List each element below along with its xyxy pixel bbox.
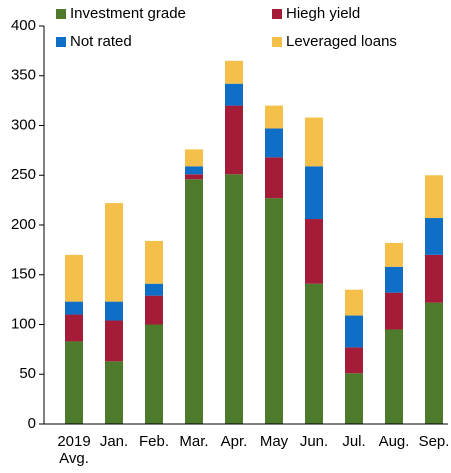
x-tick-label: Jul. (342, 433, 366, 450)
bar-segment (65, 254, 83, 302)
bar-segment (305, 219, 323, 284)
legend-label: Investment grade (70, 5, 186, 22)
bar-segment (225, 174, 243, 424)
bar-segment (105, 320, 123, 362)
bar-segment (265, 128, 283, 158)
bar-segment (425, 218, 443, 255)
y-tick-label: 400 (11, 17, 36, 34)
bar-segment (185, 174, 203, 180)
bar-segment (185, 179, 203, 424)
bar-segment (345, 373, 363, 424)
bar-segment (385, 266, 403, 293)
bar-segment (65, 314, 83, 342)
bar-segment (265, 105, 283, 129)
y-tick-label: 0 (28, 415, 36, 432)
bar-segment (185, 149, 203, 167)
y-tick-label: 250 (11, 166, 36, 183)
bar-segment (425, 302, 443, 424)
bar-segment (265, 157, 283, 199)
y-tick-label: 300 (11, 116, 36, 133)
bar-segment (225, 60, 243, 84)
x-tick-label: Sep. (418, 433, 450, 450)
bar-segment (385, 292, 403, 330)
bar-segment (305, 117, 323, 167)
x-tick-label: Jun. (299, 433, 329, 450)
legend-swatch (272, 9, 282, 19)
legend-swatch (272, 37, 282, 47)
bar-segment (145, 240, 163, 284)
bar-segment (185, 166, 203, 175)
bar-segment (145, 295, 163, 325)
bar-segment (305, 166, 323, 220)
bar-segment (105, 301, 123, 321)
x-tick-label: Apr. (220, 433, 248, 450)
bar-segment (105, 203, 123, 302)
bar-segment (345, 347, 363, 374)
bar-segment (145, 324, 163, 424)
y-tick-label: 200 (11, 216, 36, 233)
y-tick-label: 50 (19, 365, 36, 382)
bar-segment (105, 361, 123, 424)
x-tick-label: 2019 Avg. (57, 433, 91, 467)
bar-segment (385, 329, 403, 424)
y-tick-label: 100 (11, 315, 36, 332)
bar-segment (225, 105, 243, 175)
bar-segment (225, 83, 243, 106)
x-tick-label: Mar. (179, 433, 209, 450)
x-tick-label: Aug. (378, 433, 410, 450)
y-tick-label: 350 (11, 67, 36, 84)
legend-label: Hiegh yield (286, 5, 360, 22)
x-tick-label: Jan. (99, 433, 129, 450)
bar-segment (65, 341, 83, 424)
bar-segment (145, 283, 163, 296)
legend-swatch (56, 37, 66, 47)
x-tick-label: May (259, 433, 289, 450)
bar-segment (305, 283, 323, 424)
bar-segment (265, 198, 283, 424)
y-tick-label: 150 (11, 266, 36, 283)
x-tick-label: Feb. (138, 433, 169, 450)
bar-segment (345, 289, 363, 316)
bar-segment (385, 242, 403, 267)
bar-segment (65, 301, 83, 315)
legend-label: Not rated (70, 33, 132, 50)
bar-segment (345, 315, 363, 348)
bar-segment (425, 175, 443, 219)
legend-label: Leveraged loans (286, 33, 397, 50)
bar-segment (425, 254, 443, 303)
legend-swatch (56, 9, 66, 19)
